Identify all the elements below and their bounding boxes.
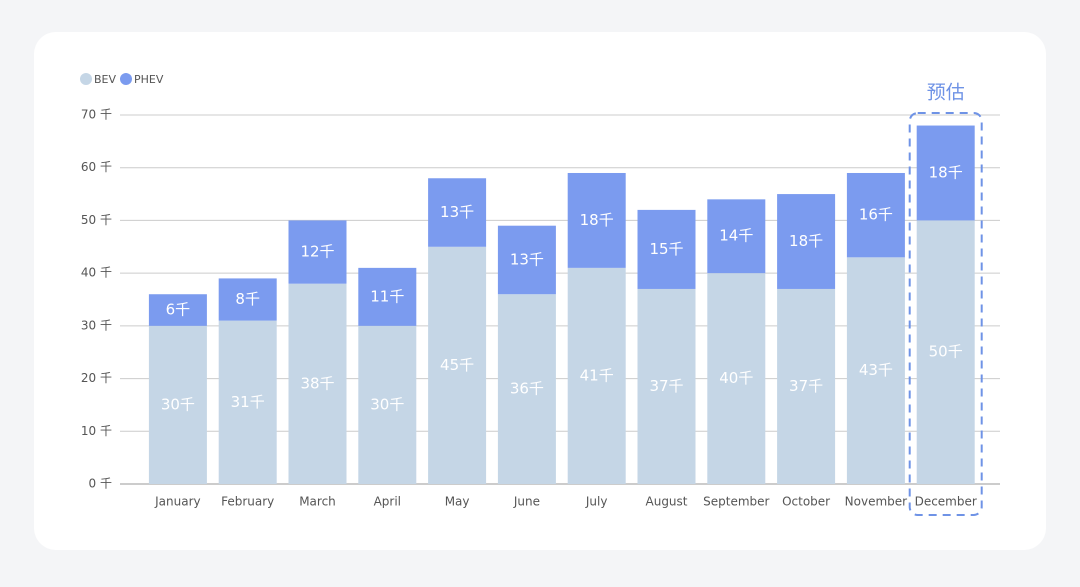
bar-segment [288,283,347,484]
annotation-box [908,112,983,516]
y-tick-label: 10 千 [81,424,112,438]
y-tick-label: 60 千 [81,160,112,174]
data-label: 41千 [580,366,614,384]
data-label: 14千 [719,227,753,245]
y-tick-label: 20 千 [81,371,112,385]
bar-segment [148,294,207,326]
legend-label: BEV [94,73,116,86]
x-tick-label: December [915,495,977,509]
bar-segment [497,225,556,295]
x-tick-label: April [374,495,401,509]
y-tick-label: 30 千 [81,318,112,332]
legend-swatch [120,73,132,85]
data-label: 30千 [370,395,404,413]
legend-label: PHEV [134,73,164,86]
bar-segment [567,267,626,484]
bar-segment [218,278,277,321]
bar-segment [637,209,696,289]
bar-segment [777,288,836,484]
bar-segment [288,220,347,284]
y-tick-label: 40 千 [81,266,112,280]
bar-segment [707,273,766,484]
x-tick-label: November [845,495,907,509]
x-tick-label: July [585,495,608,509]
x-tick-label: October [782,495,830,509]
data-label: 18千 [580,211,614,229]
x-tick-label: September [703,495,769,509]
bar-segment [916,220,975,484]
data-label: 43千 [859,361,893,379]
data-label: 8千 [235,290,260,308]
data-label: 30千 [161,395,195,413]
data-label: 13千 [510,250,544,268]
annotation: 预估 [927,82,965,104]
y-tick-label: 70 千 [81,108,112,122]
data-label: 37千 [649,377,683,395]
bar-segment [777,194,836,289]
data-label: 6千 [166,301,191,319]
data-label: 45千 [440,356,474,374]
bar-segment [637,288,696,484]
y-tick-label: 50 千 [81,213,112,227]
data-label: 15千 [649,240,683,258]
legend-swatch [80,73,92,85]
data-label: 50千 [929,343,963,361]
x-tick-label: August [646,495,688,509]
data-label: 18千 [789,232,823,250]
bar-segment [148,325,207,484]
data-label: 40千 [719,369,753,387]
x-tick-label: January [154,495,201,509]
bar-segment [428,178,487,247]
data-label: 18千 [929,163,963,181]
x-tick-label: June [513,495,540,509]
data-label: 31千 [231,393,265,411]
x-tick-label: February [221,495,274,509]
x-tick-label: March [299,495,336,509]
bar-segment [218,320,277,484]
data-label: 11千 [370,287,404,305]
x-tick-label: May [445,495,470,509]
data-label: 38千 [300,374,334,392]
data-label: 36千 [510,380,544,398]
bar-segment [916,125,975,221]
bar-segment [707,199,766,274]
y-tick-label: 0 千 [89,477,112,491]
data-label: 12千 [300,243,334,261]
data-label: 13千 [440,203,474,221]
data-label: 16千 [859,206,893,224]
data-label: 37千 [789,377,823,395]
bar-segment [358,325,417,484]
bar-segment [846,257,905,484]
bar-segment [846,172,905,258]
bar-segment [567,172,626,268]
bar-segment [497,294,556,484]
bar-segment [358,267,417,326]
bar-segment [428,246,487,484]
